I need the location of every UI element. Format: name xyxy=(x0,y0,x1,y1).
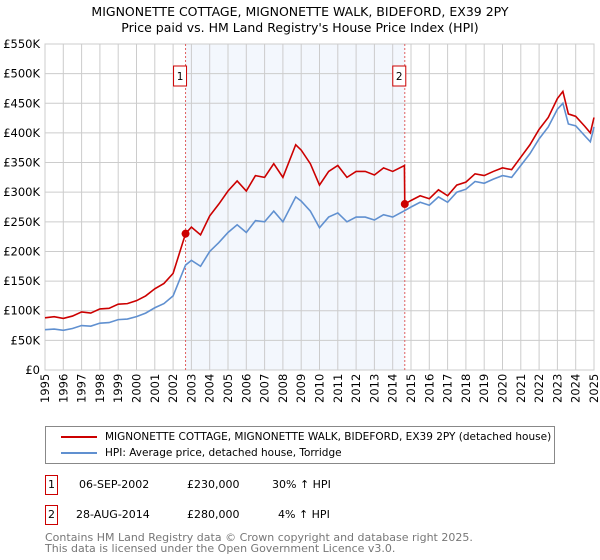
x-tick-label: 2010 xyxy=(313,374,327,403)
transaction-price: £280,000 xyxy=(187,508,240,521)
transaction-marker: 2 xyxy=(45,505,58,525)
transaction-hpi: 4% ↑ HPI xyxy=(278,508,330,521)
price-chart: 1995 1996 1997 1998 1999 2000 2001 2002 2003 2004… xyxy=(3,37,600,403)
x-tick-label: 1996 xyxy=(56,374,70,403)
x-tick-label: 2004 xyxy=(203,374,217,403)
transaction-hpi: 30% ↑ HPI xyxy=(272,478,331,491)
x-tick-label: 2007 xyxy=(258,374,272,403)
sale-point xyxy=(400,200,409,209)
transaction-date: 28-AUG-2014 xyxy=(76,508,150,521)
chart-title: MIGNONETTE COTTAGE, MIGNONETTE WALK, BID… xyxy=(91,4,509,19)
sale-label: 1 xyxy=(177,71,184,83)
y-tick-label: £50K xyxy=(11,333,41,347)
x-tick-label: 2005 xyxy=(221,374,235,403)
y-tick-label: £300K xyxy=(3,185,40,199)
transaction-price: £230,000 xyxy=(187,478,240,491)
x-tick-label: 1998 xyxy=(93,374,107,403)
y-tick-label: £400K xyxy=(3,126,40,140)
x-tick-label: 2002 xyxy=(166,374,180,403)
x-tick-label: 2013 xyxy=(367,374,381,403)
x-tick-label: 1995 xyxy=(38,374,52,403)
x-tick-label: 2016 xyxy=(422,374,436,403)
transaction-date: 06-SEP-2002 xyxy=(79,478,150,491)
y-tick-label: £500K xyxy=(3,67,40,81)
x-tick-label: 2021 xyxy=(514,374,528,403)
legend-item-hpi: HPI: Average price, detached house, Torr… xyxy=(61,445,342,461)
y-tick-label: £250K xyxy=(3,215,40,229)
y-tick-label: £200K xyxy=(3,244,40,258)
footer-copyright: Contains HM Land Registry data © Crown c… xyxy=(45,531,473,544)
x-tick-label: 2011 xyxy=(331,374,345,403)
x-tick-label: 2023 xyxy=(550,374,564,403)
legend-label: HPI: Average price, detached house, Torr… xyxy=(105,447,342,459)
hpi-line xyxy=(44,101,595,332)
property-price-line xyxy=(44,89,595,320)
x-tick-label: 2024 xyxy=(569,374,583,403)
legend-swatch-red xyxy=(61,436,97,438)
x-tick-label: 2000 xyxy=(130,374,144,403)
x-tick-label: 2022 xyxy=(532,374,546,403)
sale-label-box xyxy=(173,65,188,87)
x-tick-label: 2020 xyxy=(496,374,510,403)
sale-point xyxy=(181,229,190,238)
legend-label: MIGNONETTE COTTAGE, MIGNONETTE WALK, BID… xyxy=(105,431,552,443)
x-tick-label: 2008 xyxy=(276,374,290,403)
x-tick-label: 2006 xyxy=(239,374,253,403)
chart-subtitle: Price paid vs. HM Land Registry's House … xyxy=(121,20,479,35)
y-tick-label: £350K xyxy=(3,156,40,170)
x-tick-label: 2025 xyxy=(587,374,600,403)
x-tick-label: 2017 xyxy=(441,374,455,403)
y-tick-label: £0 xyxy=(25,363,40,377)
x-tick-label: 2019 xyxy=(477,374,491,403)
x-tick-label: 2018 xyxy=(459,374,473,403)
legend: MIGNONETTE COTTAGE, MIGNONETTE WALK, BID… xyxy=(45,426,555,464)
legend-swatch-blue xyxy=(61,452,97,454)
y-tick-label: £450K xyxy=(3,96,40,110)
x-tick-label: 2001 xyxy=(148,374,162,403)
x-tick-label: 2009 xyxy=(294,374,308,403)
y-tick-label: £550K xyxy=(3,37,40,51)
shaded-period xyxy=(185,44,405,370)
transaction-marker: 1 xyxy=(45,475,58,495)
sale-label-box xyxy=(392,65,407,87)
x-tick-label: 2012 xyxy=(349,374,363,403)
x-tick-label: 2014 xyxy=(386,374,400,403)
y-tick-label: £100K xyxy=(3,304,40,318)
sale-label: 2 xyxy=(396,71,403,83)
x-tick-label: 2003 xyxy=(184,374,198,403)
x-tick-label: 2015 xyxy=(404,374,418,403)
y-tick-label: £150K xyxy=(3,274,40,288)
x-tick-label: 1997 xyxy=(75,374,89,403)
footer-licence: This data is licensed under the Open Gov… xyxy=(45,542,396,555)
x-tick-label: 1999 xyxy=(111,374,125,403)
legend-item-property: MIGNONETTE COTTAGE, MIGNONETTE WALK, BID… xyxy=(61,429,551,445)
